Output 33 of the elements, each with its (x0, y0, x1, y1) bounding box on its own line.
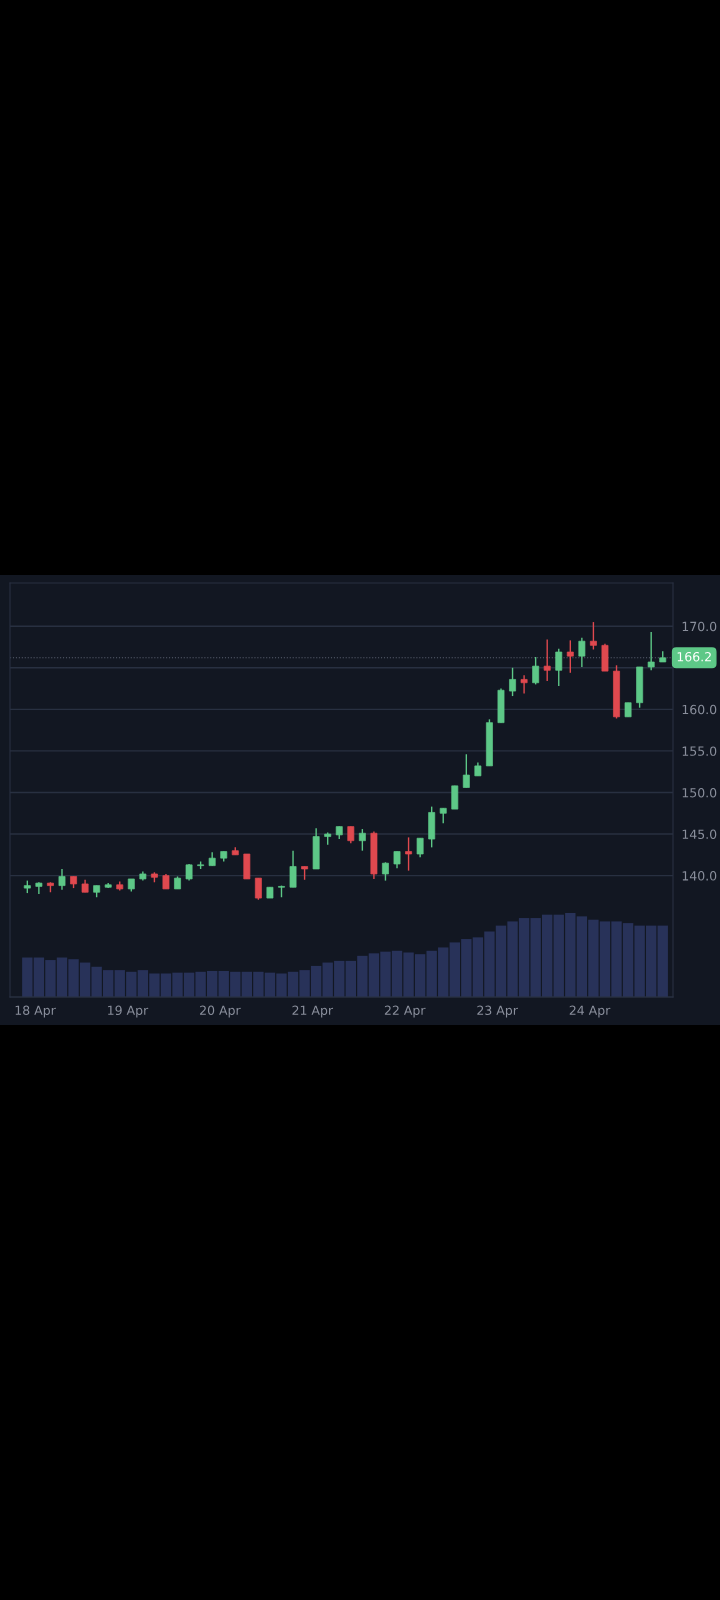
candlestick (58, 868, 66, 891)
candlestick (555, 647, 563, 687)
candlestick (578, 637, 586, 668)
x-tick-label: 23 Apr (477, 1005, 518, 1018)
candlestick (416, 837, 424, 859)
x-tick-label: 22 Apr (384, 1005, 426, 1018)
bar (657, 925, 668, 997)
candlestick (289, 849, 297, 888)
y-tick-label: 140.0 (682, 871, 717, 881)
candlestick (647, 631, 655, 671)
x-tick-label: 20 Apr (200, 1005, 241, 1018)
x-tick-label: 24 Apr (569, 1005, 611, 1018)
candlestick (520, 674, 528, 695)
y-tick-label: 145.0 (682, 829, 717, 839)
candlestick (589, 621, 597, 651)
candlestick (358, 828, 366, 852)
candlestick (509, 667, 516, 697)
ref-line-label: 166.2 (677, 651, 711, 662)
x-tick-label: 19 Apr (108, 1005, 149, 1018)
candlestick (543, 638, 551, 682)
x-tick-label: 18 Apr (15, 1005, 56, 1018)
y-tick-label: 150.0 (682, 787, 717, 798)
candlestick (532, 656, 540, 686)
candlestick (254, 877, 262, 901)
candlestick (566, 639, 574, 674)
y-tick-label: 170.0 (682, 621, 717, 632)
candlestick (451, 785, 459, 810)
y-tick-label: 160.0 (682, 704, 717, 715)
candlestick (462, 753, 470, 789)
x-tick-label: 21 Apr (292, 1005, 334, 1018)
candlestick (382, 861, 389, 882)
y-tick-label: 155.0 (682, 746, 717, 756)
candlestick (405, 836, 412, 872)
